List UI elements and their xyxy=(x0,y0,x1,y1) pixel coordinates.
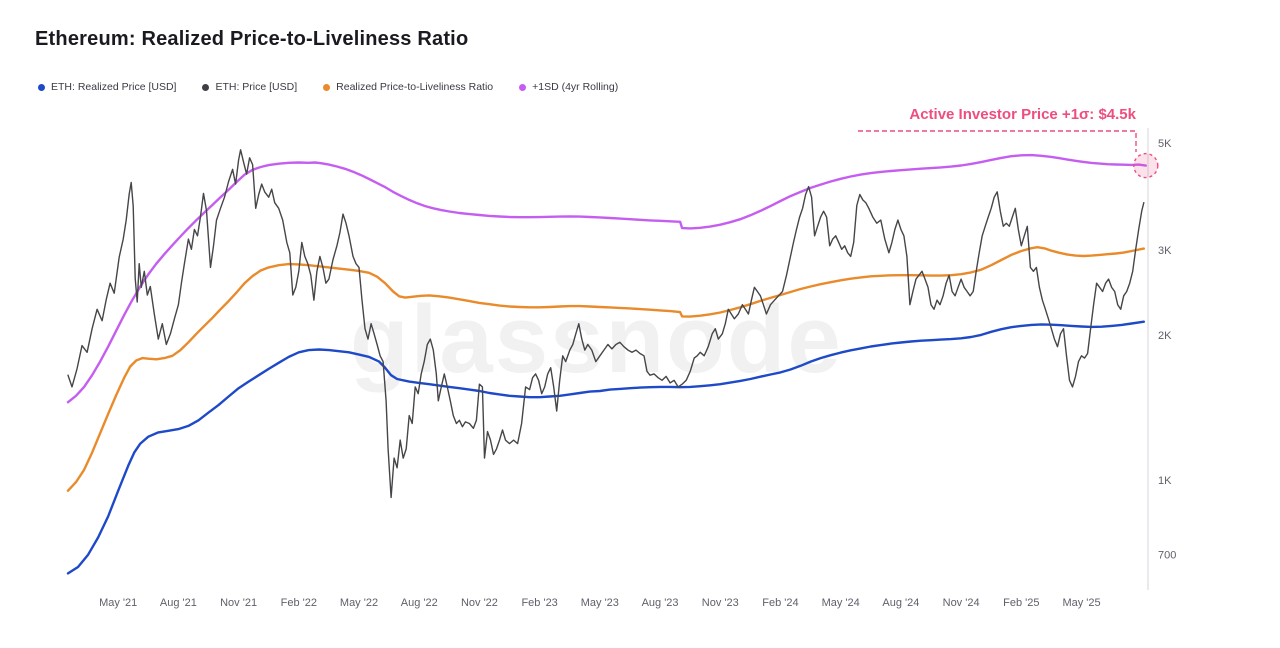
annotation-label: Active Investor Price +1σ: $4.5k xyxy=(909,106,1136,123)
y-tick-label: 700 xyxy=(1158,550,1176,562)
annotation-leader-line xyxy=(858,130,1137,152)
x-tick-label: Aug '21 xyxy=(160,597,197,609)
x-tick-label: Nov '21 xyxy=(220,597,257,609)
legend-item-label: +1SD (4yr Rolling) xyxy=(532,81,619,93)
x-tick-label: Nov '23 xyxy=(702,597,739,609)
x-tick-label: Nov '22 xyxy=(461,597,498,609)
legend-item-label: ETH: Price [USD] xyxy=(215,81,298,93)
legend-dot-icon xyxy=(202,83,210,91)
x-tick-label: May '23 xyxy=(581,597,619,609)
end-marker-circle xyxy=(1133,152,1159,179)
x-tick-label: Aug '23 xyxy=(642,597,679,609)
x-tick-label: Aug '22 xyxy=(401,597,438,609)
legend-item[interactable]: Realized Price-to-Liveliness Ratio xyxy=(323,81,493,93)
x-tick-label: Feb '25 xyxy=(1003,597,1039,609)
y-tick-label: 1K xyxy=(1158,475,1172,487)
page-title: Ethereum: Realized Price-to-Liveliness R… xyxy=(35,28,469,50)
series-line-eth-price-usd xyxy=(67,149,1145,499)
x-tick-label: Feb '24 xyxy=(762,597,798,609)
series-line-realized-price-to-liveliness-ratio xyxy=(66,245,1146,492)
legend-item-label: Realized Price-to-Liveliness Ratio xyxy=(336,81,494,93)
x-tick-label: Feb '23 xyxy=(521,597,557,609)
x-tick-label: May '21 xyxy=(99,597,137,609)
series-line-1sd-4yr-rolling xyxy=(66,153,1148,404)
legend-dot-icon xyxy=(519,83,527,91)
x-tick-label: Nov '24 xyxy=(943,597,980,609)
legend-item-label: ETH: Realized Price [USD] xyxy=(51,81,177,93)
legend: ETH: Realized Price [USD] ETH: Price [USD… xyxy=(38,81,618,93)
x-tick-label: Feb '22 xyxy=(281,597,317,609)
x-tick-label: Aug '24 xyxy=(882,597,919,609)
legend-item[interactable]: ETH: Realized Price [USD] xyxy=(38,81,176,93)
y-tick-label: 3K xyxy=(1158,245,1172,257)
x-tick-label: May '25 xyxy=(1062,597,1100,609)
legend-item[interactable]: ETH: Price [USD] xyxy=(202,81,297,93)
series-line-eth-realized-price-usd xyxy=(66,320,1146,575)
x-tick-label: May '24 xyxy=(822,597,860,609)
legend-item[interactable]: +1SD (4yr Rolling) xyxy=(519,81,618,93)
legend-dot-icon xyxy=(38,83,45,91)
x-tick-label: May '22 xyxy=(340,597,378,609)
y-tick-label: 2K xyxy=(1158,330,1172,342)
y-tick-label: 5K xyxy=(1158,138,1172,150)
legend-dot-icon xyxy=(323,83,331,91)
